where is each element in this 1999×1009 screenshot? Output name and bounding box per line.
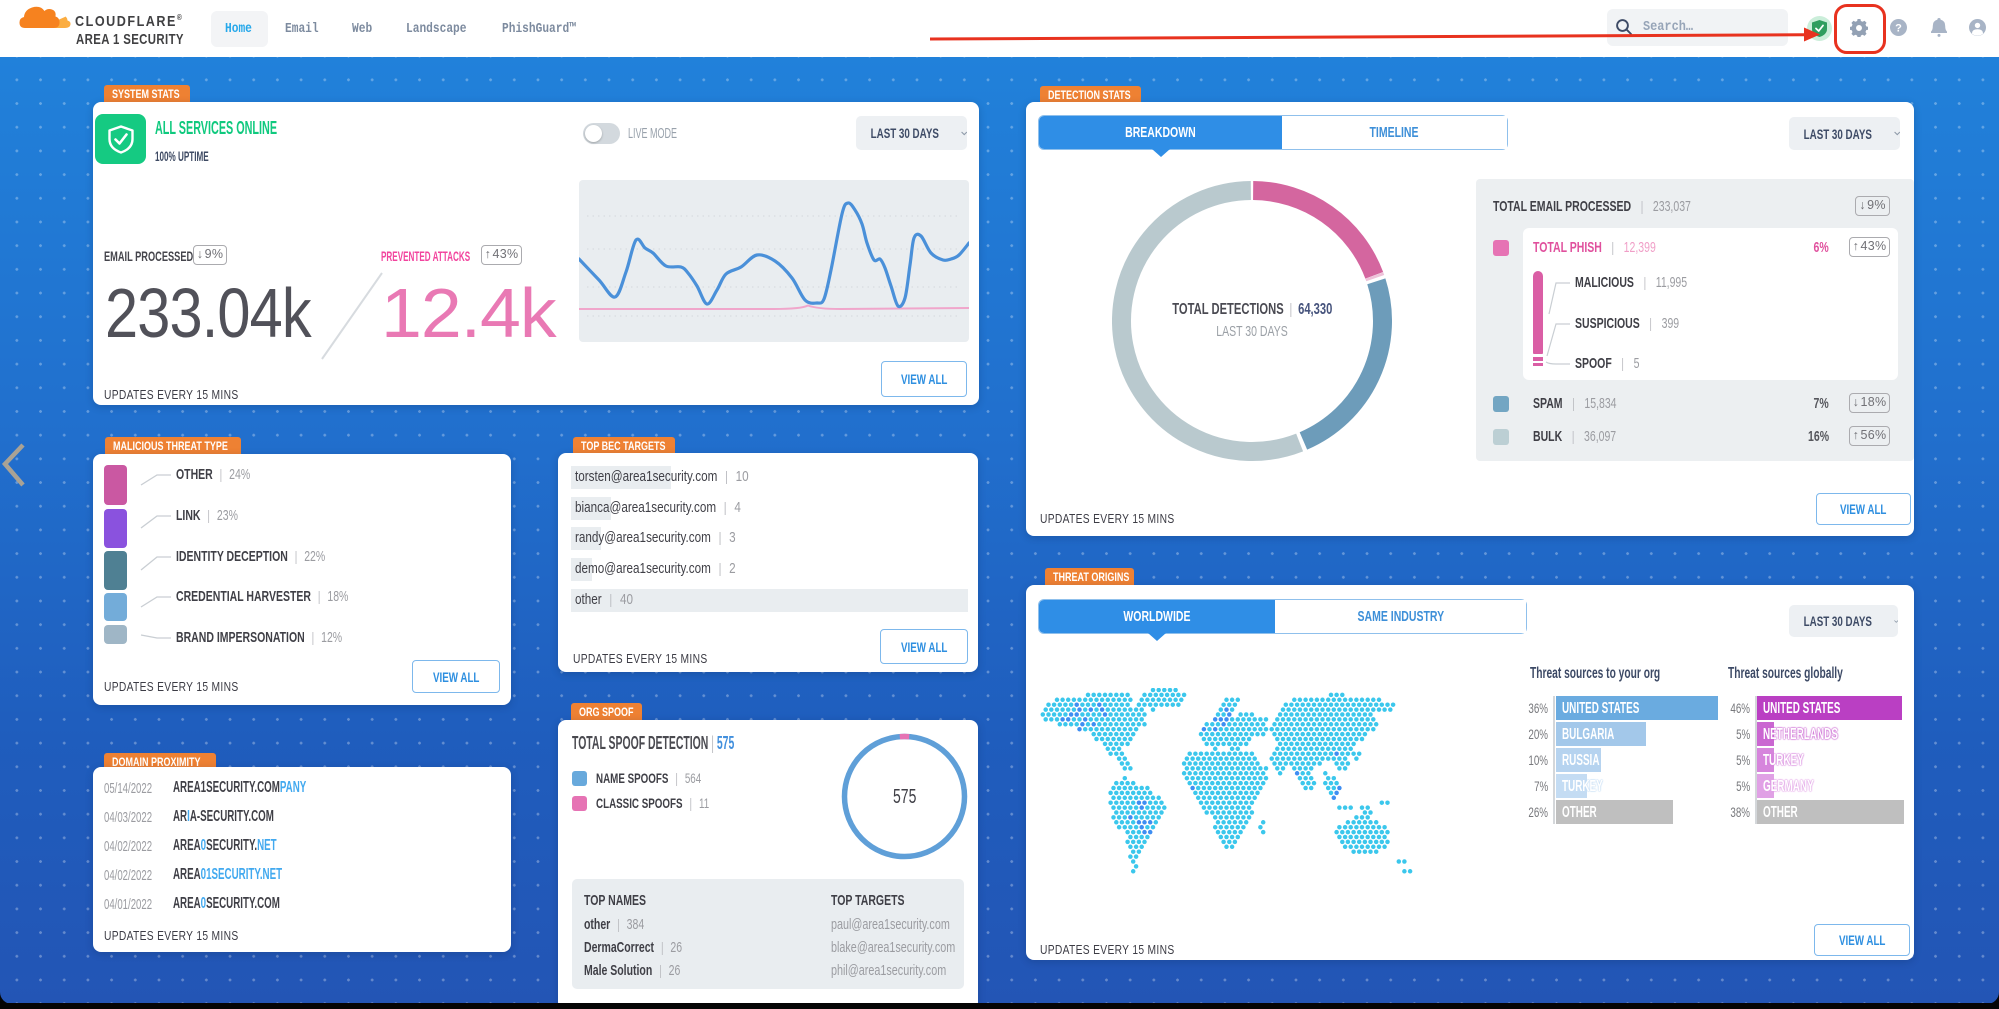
svg-text:?: ?	[1895, 23, 1902, 35]
